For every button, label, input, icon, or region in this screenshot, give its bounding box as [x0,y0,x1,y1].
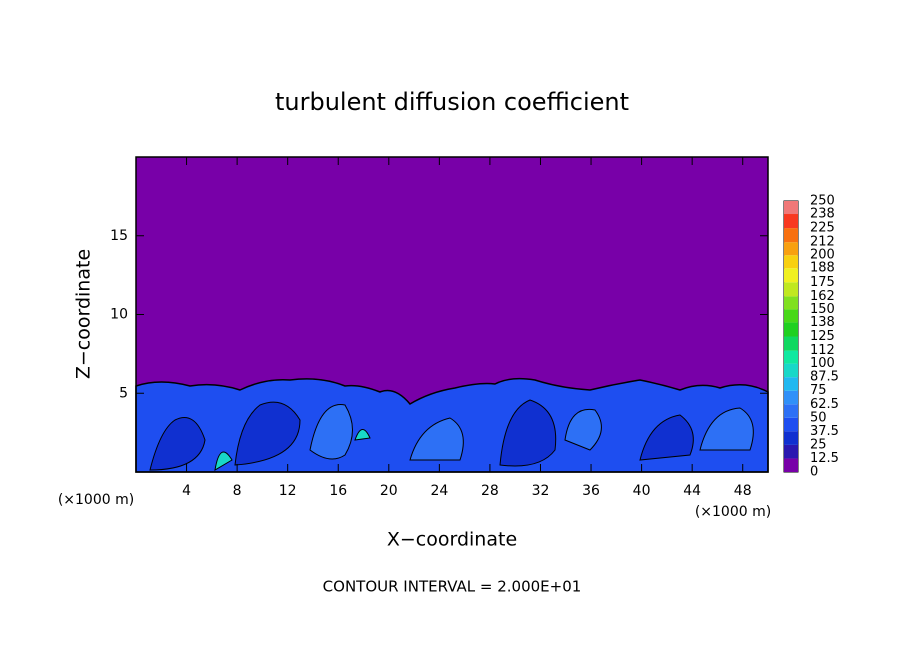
colorbar-segment [784,282,798,297]
y-axis-label: Z−coordinate [73,249,95,379]
colorbar-label: 25 [810,437,827,452]
colorbar-label: 238 [810,207,835,222]
colorbar-label: 250 [810,194,835,209]
x-tick-label: 4 [182,483,191,499]
chart-title: turbulent diffusion coefficient [275,88,629,116]
x-unit-label: (×1000 m) [695,504,771,520]
x-tick-label: 8 [233,483,242,499]
colorbar-segment [784,336,798,351]
colorbar-label: 225 [810,221,835,236]
x-tick-label: 20 [380,483,398,499]
x-tick-label: 36 [582,483,600,499]
x-axis-label: X−coordinate [387,529,517,551]
x-unit-label: (×1000 m) [58,492,134,508]
colorbar-label: 175 [810,275,835,290]
colorbar-segment [784,363,798,378]
colorbar-segment [784,458,798,472]
colorbar-label: 50 [810,410,827,425]
field [135,157,769,473]
x-tick-label: 12 [279,483,297,499]
colorbar-segment [784,268,798,283]
y-tick-label: 15 [110,228,128,244]
colorbar-label: 0 [810,465,818,480]
colorbar-segment [784,431,798,445]
colorbar-segment [784,377,798,391]
colorbar-segment [784,201,798,215]
footnote: CONTOUR INTERVAL = 2.000E+01 [323,578,582,596]
x-tick-label: 28 [481,483,499,499]
x-tick-label: 40 [633,483,651,499]
colorbar-segment [784,390,798,405]
x-tick-label: 32 [532,483,550,499]
colorbar-label: 112 [810,343,835,358]
colorbar-label: 75 [810,383,827,398]
colorbar-label: 87.5 [810,370,839,385]
colorbar-segment [784,322,798,337]
colorbar-segment [784,228,798,243]
y-tick-label: 10 [110,307,128,323]
colorbar-label: 12.5 [810,451,839,466]
x-tick-label: 48 [734,483,752,499]
colorbar-label: 125 [810,329,835,344]
colorbar-segment [784,296,798,310]
colorbar-segment [784,350,798,364]
colorbar-label: 62.5 [810,397,839,412]
colorbar-segment [784,309,798,323]
colorbar-segment [784,417,798,432]
x-tick-label: 16 [329,483,347,499]
colorbar-segment [784,404,798,418]
colorbar-segment [784,242,798,256]
colorbar-label: 37.5 [810,424,839,439]
colorbar-label: 100 [810,356,835,371]
colorbar-label: 212 [810,235,835,250]
colorbar-label: 162 [810,289,835,304]
x-tick-label: 24 [430,483,448,499]
x-tick-label: 44 [683,483,701,499]
colorbar-label: 150 [810,302,835,317]
colorbar-segment [784,214,798,229]
y-tick-label: 5 [119,385,128,401]
colorbar-label: 200 [810,248,835,263]
colorbar-label: 188 [810,261,835,276]
colorbar-segment [784,444,798,459]
colorbar-segment [784,255,798,269]
colorbar-label: 138 [810,315,835,330]
